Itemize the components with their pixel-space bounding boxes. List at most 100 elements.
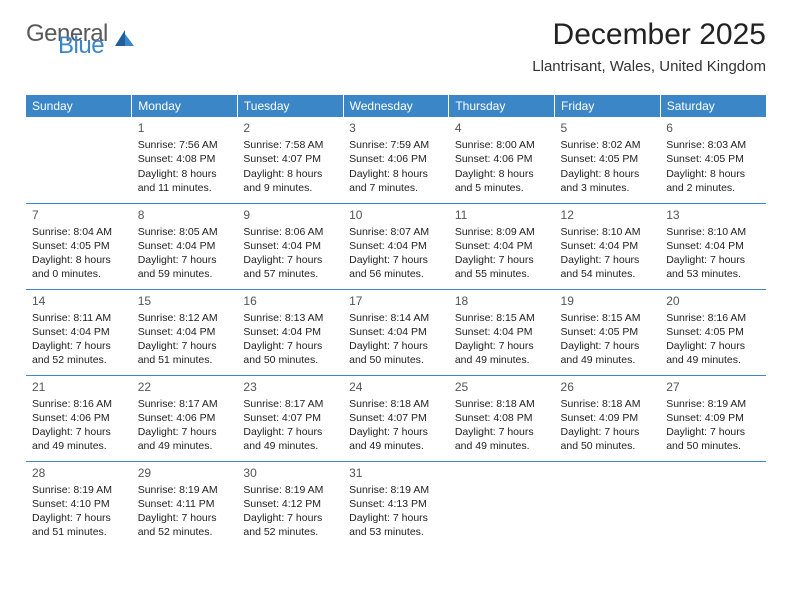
sunset-text: Sunset: 4:04 PM <box>561 239 655 253</box>
day-number: 9 <box>243 207 337 223</box>
day-number: 4 <box>455 120 549 136</box>
sunset-text: Sunset: 4:05 PM <box>561 152 655 166</box>
daylight1-text: Daylight: 8 hours <box>561 167 655 181</box>
day-number: 1 <box>138 120 232 136</box>
day-number: 11 <box>455 207 549 223</box>
daylight1-text: Daylight: 7 hours <box>138 253 232 267</box>
daylight2-text: and 52 minutes. <box>243 525 337 539</box>
day-number: 19 <box>561 293 655 309</box>
title-block: December 2025 Llantrisant, Wales, United… <box>532 18 766 75</box>
daylight1-text: Daylight: 7 hours <box>666 253 760 267</box>
weekday-header: Friday <box>555 95 661 117</box>
daylight2-text: and 49 minutes. <box>455 439 549 453</box>
sunrise-text: Sunrise: 8:05 AM <box>138 225 232 239</box>
daylight2-text: and 5 minutes. <box>455 181 549 195</box>
calendar-day-cell: 23Sunrise: 8:17 AMSunset: 4:07 PMDayligh… <box>237 375 343 461</box>
daylight1-text: Daylight: 7 hours <box>349 425 443 439</box>
sunset-text: Sunset: 4:07 PM <box>243 152 337 166</box>
weekday-header: Wednesday <box>343 95 449 117</box>
day-number: 30 <box>243 465 337 481</box>
day-number: 12 <box>561 207 655 223</box>
daylight1-text: Daylight: 7 hours <box>32 339 126 353</box>
daylight2-text: and 0 minutes. <box>32 267 126 281</box>
day-number: 14 <box>32 293 126 309</box>
daylight1-text: Daylight: 8 hours <box>32 253 126 267</box>
sunset-text: Sunset: 4:09 PM <box>666 411 760 425</box>
daylight2-text: and 2 minutes. <box>666 181 760 195</box>
sunrise-text: Sunrise: 7:58 AM <box>243 138 337 152</box>
calendar-day-cell <box>449 461 555 547</box>
daylight2-text: and 56 minutes. <box>349 267 443 281</box>
sunrise-text: Sunrise: 8:17 AM <box>138 397 232 411</box>
sunrise-text: Sunrise: 8:16 AM <box>32 397 126 411</box>
daylight1-text: Daylight: 8 hours <box>349 167 443 181</box>
day-number: 17 <box>349 293 443 309</box>
daylight1-text: Daylight: 7 hours <box>455 339 549 353</box>
daylight1-text: Daylight: 8 hours <box>455 167 549 181</box>
sunset-text: Sunset: 4:06 PM <box>455 152 549 166</box>
calendar-day-cell: 28Sunrise: 8:19 AMSunset: 4:10 PMDayligh… <box>26 461 132 547</box>
daylight1-text: Daylight: 7 hours <box>561 339 655 353</box>
location-text: Llantrisant, Wales, United Kingdom <box>532 58 766 75</box>
sunset-text: Sunset: 4:04 PM <box>138 325 232 339</box>
day-number: 24 <box>349 379 443 395</box>
daylight2-text: and 50 minutes. <box>666 439 760 453</box>
daylight2-text: and 49 minutes. <box>243 439 337 453</box>
sunrise-text: Sunrise: 8:14 AM <box>349 311 443 325</box>
sunrise-text: Sunrise: 8:09 AM <box>455 225 549 239</box>
sunset-text: Sunset: 4:07 PM <box>243 411 337 425</box>
daylight2-text: and 57 minutes. <box>243 267 337 281</box>
daylight1-text: Daylight: 7 hours <box>138 425 232 439</box>
calendar-day-cell: 4 Sunrise: 8:00 AMSunset: 4:06 PMDaylight… <box>449 117 555 203</box>
calendar-day-cell: 17Sunrise: 8:14 AMSunset: 4:04 PMDayligh… <box>343 289 449 375</box>
daylight1-text: Daylight: 7 hours <box>455 253 549 267</box>
sunrise-text: Sunrise: 8:18 AM <box>349 397 443 411</box>
sunrise-text: Sunrise: 7:56 AM <box>138 138 232 152</box>
daylight2-text: and 49 minutes. <box>455 353 549 367</box>
sail-icon <box>114 28 136 55</box>
daylight2-text: and 49 minutes. <box>561 353 655 367</box>
sunrise-text: Sunrise: 8:00 AM <box>455 138 549 152</box>
day-number: 7 <box>32 207 126 223</box>
daylight2-text: and 7 minutes. <box>349 181 443 195</box>
calendar-day-cell: 22Sunrise: 8:17 AMSunset: 4:06 PMDayligh… <box>132 375 238 461</box>
daylight1-text: Daylight: 7 hours <box>666 425 760 439</box>
daylight2-text: and 53 minutes. <box>349 525 443 539</box>
calendar-day-cell: 16Sunrise: 8:13 AMSunset: 4:04 PMDayligh… <box>237 289 343 375</box>
sunset-text: Sunset: 4:04 PM <box>243 325 337 339</box>
weekday-header: Saturday <box>660 95 766 117</box>
sunset-text: Sunset: 4:08 PM <box>455 411 549 425</box>
daylight2-text: and 50 minutes. <box>243 353 337 367</box>
calendar-day-cell: 8Sunrise: 8:05 AMSunset: 4:04 PMDaylight… <box>132 203 238 289</box>
sunset-text: Sunset: 4:06 PM <box>32 411 126 425</box>
sunset-text: Sunset: 4:05 PM <box>32 239 126 253</box>
sunrise-text: Sunrise: 8:19 AM <box>666 397 760 411</box>
daylight2-text: and 53 minutes. <box>666 267 760 281</box>
daylight2-text: and 50 minutes. <box>561 439 655 453</box>
calendar-day-cell: 20Sunrise: 8:16 AMSunset: 4:05 PMDayligh… <box>660 289 766 375</box>
sunset-text: Sunset: 4:05 PM <box>666 152 760 166</box>
weekday-header: Tuesday <box>237 95 343 117</box>
sunset-text: Sunset: 4:04 PM <box>243 239 337 253</box>
sunrise-text: Sunrise: 8:10 AM <box>561 225 655 239</box>
calendar-day-cell: 13Sunrise: 8:10 AMSunset: 4:04 PMDayligh… <box>660 203 766 289</box>
weekday-header: Monday <box>132 95 238 117</box>
day-number: 6 <box>666 120 760 136</box>
sunrise-text: Sunrise: 8:03 AM <box>666 138 760 152</box>
calendar-day-cell: 11Sunrise: 8:09 AMSunset: 4:04 PMDayligh… <box>449 203 555 289</box>
calendar-day-cell: 10Sunrise: 8:07 AMSunset: 4:04 PMDayligh… <box>343 203 449 289</box>
sunrise-text: Sunrise: 8:13 AM <box>243 311 337 325</box>
calendar-week-row: 7Sunrise: 8:04 AMSunset: 4:05 PMDaylight… <box>26 203 766 289</box>
calendar-week-row: 28Sunrise: 8:19 AMSunset: 4:10 PMDayligh… <box>26 461 766 547</box>
day-number: 29 <box>138 465 232 481</box>
sunset-text: Sunset: 4:13 PM <box>349 497 443 511</box>
sunrise-text: Sunrise: 8:18 AM <box>561 397 655 411</box>
month-title: December 2025 <box>532 18 766 52</box>
calendar-day-cell: 7Sunrise: 8:04 AMSunset: 4:05 PMDaylight… <box>26 203 132 289</box>
sunrise-text: Sunrise: 8:10 AM <box>666 225 760 239</box>
daylight2-text: and 49 minutes. <box>138 439 232 453</box>
calendar-day-cell: 30Sunrise: 8:19 AMSunset: 4:12 PMDayligh… <box>237 461 343 547</box>
day-number: 8 <box>138 207 232 223</box>
calendar-day-cell: 15Sunrise: 8:12 AMSunset: 4:04 PMDayligh… <box>132 289 238 375</box>
calendar-day-cell: 5Sunrise: 8:02 AMSunset: 4:05 PMDaylight… <box>555 117 661 203</box>
